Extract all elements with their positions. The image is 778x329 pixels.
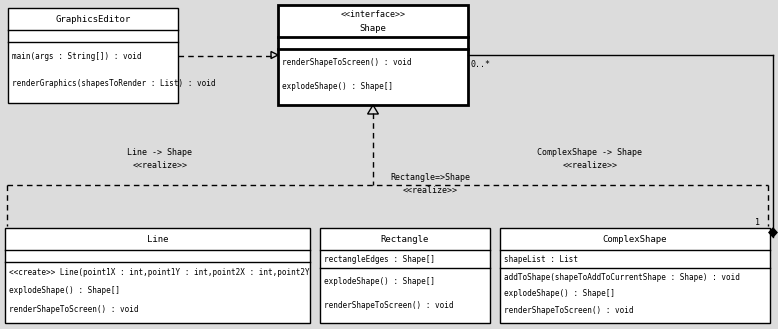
Text: explodeShape() : Shape[]: explodeShape() : Shape[] — [282, 82, 393, 91]
Text: explodeShape() : Shape[]: explodeShape() : Shape[] — [324, 277, 435, 286]
Text: <<realize>>: <<realize>> — [402, 186, 457, 195]
Text: explodeShape() : Shape[]: explodeShape() : Shape[] — [9, 286, 120, 295]
Text: <<realize>>: <<realize>> — [132, 161, 187, 170]
Text: Rectangle: Rectangle — [380, 235, 429, 243]
Bar — [5, 228, 310, 323]
Bar — [278, 5, 468, 105]
Text: renderGraphics(shapesToRender : List) : void: renderGraphics(shapesToRender : List) : … — [12, 79, 216, 88]
Text: GraphicsEditor: GraphicsEditor — [55, 14, 131, 23]
Text: addToShape(shapeToAddToCurrentShape : Shape) : void: addToShape(shapeToAddToCurrentShape : Sh… — [504, 273, 740, 282]
Text: <<interface>>: <<interface>> — [341, 10, 405, 19]
Bar — [8, 8, 178, 103]
Text: renderShapeToScreen() : void: renderShapeToScreen() : void — [324, 301, 454, 310]
Text: ComplexShape: ComplexShape — [603, 235, 668, 243]
Text: explodeShape() : Shape[]: explodeShape() : Shape[] — [504, 289, 615, 298]
Bar — [500, 228, 770, 323]
Text: main(args : String[]) : void: main(args : String[]) : void — [12, 52, 142, 61]
Text: Line -> Shape: Line -> Shape — [128, 148, 192, 157]
Text: shapeList : List: shapeList : List — [504, 255, 578, 265]
Polygon shape — [769, 228, 777, 237]
Text: ComplexShape -> Shape: ComplexShape -> Shape — [538, 148, 643, 157]
Bar — [320, 228, 490, 323]
Text: Shape: Shape — [359, 24, 387, 33]
Text: <<create>> Line(point1X : int,point1Y : int,point2X : int,point2Y: <<create>> Line(point1X : int,point1Y : … — [9, 268, 310, 277]
Text: renderShapeToScreen() : void: renderShapeToScreen() : void — [504, 306, 633, 315]
Text: Rectangle=>Shape: Rectangle=>Shape — [390, 173, 470, 182]
Text: <<realize>>: <<realize>> — [562, 161, 618, 170]
Text: Line: Line — [147, 235, 168, 243]
Text: renderShapeToScreen() : void: renderShapeToScreen() : void — [9, 305, 138, 314]
Text: rectangleEdges : Shape[]: rectangleEdges : Shape[] — [324, 255, 435, 265]
Text: 0..*: 0..* — [471, 60, 491, 69]
Text: renderShapeToScreen() : void: renderShapeToScreen() : void — [282, 58, 412, 67]
Text: 1: 1 — [755, 218, 760, 227]
